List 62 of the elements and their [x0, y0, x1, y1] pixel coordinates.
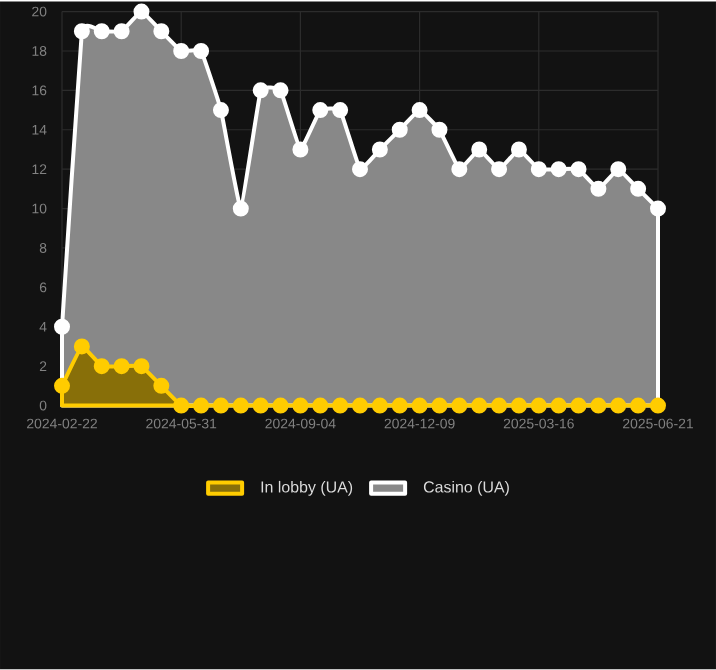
point: [431, 121, 448, 138]
point: [93, 23, 110, 40]
point: [272, 397, 289, 414]
point: [133, 3, 150, 20]
point: [272, 82, 289, 99]
point: [73, 338, 90, 355]
point: [54, 318, 71, 335]
point: [650, 397, 666, 414]
point: [312, 397, 329, 414]
point: [173, 397, 190, 414]
point: [292, 141, 309, 158]
point: [193, 397, 210, 414]
point: [411, 397, 428, 414]
point: [73, 23, 90, 40]
point: [93, 358, 110, 375]
point: [610, 161, 627, 178]
point: [471, 141, 488, 158]
point: [371, 397, 388, 414]
point: [471, 397, 488, 414]
point: [590, 397, 607, 414]
point: [153, 378, 170, 395]
point: [570, 397, 587, 414]
point: [431, 397, 448, 414]
point: [550, 397, 567, 414]
point: [292, 397, 309, 414]
point: [491, 161, 508, 178]
point: [312, 102, 329, 119]
point: [232, 397, 249, 414]
point: [252, 82, 269, 99]
point: [530, 397, 547, 414]
point: [212, 397, 229, 414]
point: [510, 397, 527, 414]
point: [232, 200, 249, 217]
point: [570, 161, 587, 178]
point: [630, 181, 647, 198]
point: [530, 161, 547, 178]
point: [54, 378, 71, 395]
point: [352, 161, 368, 178]
point: [332, 102, 349, 119]
point: [491, 397, 508, 414]
point: [252, 397, 269, 414]
point: [391, 121, 408, 138]
point: [332, 397, 349, 414]
point: [173, 43, 190, 60]
point: [550, 161, 567, 178]
point: [610, 397, 627, 414]
point: [193, 43, 210, 60]
point: [391, 397, 408, 414]
point: [590, 181, 607, 198]
point: [212, 102, 229, 119]
point: [451, 161, 468, 178]
point: [630, 397, 647, 414]
point: [113, 23, 130, 40]
point: [113, 358, 130, 375]
point: [510, 141, 527, 158]
point: [411, 102, 428, 119]
point: [371, 141, 388, 158]
point: [451, 397, 468, 414]
point: [153, 23, 170, 40]
point: [352, 397, 368, 414]
point: [650, 200, 666, 217]
point: [133, 358, 150, 375]
